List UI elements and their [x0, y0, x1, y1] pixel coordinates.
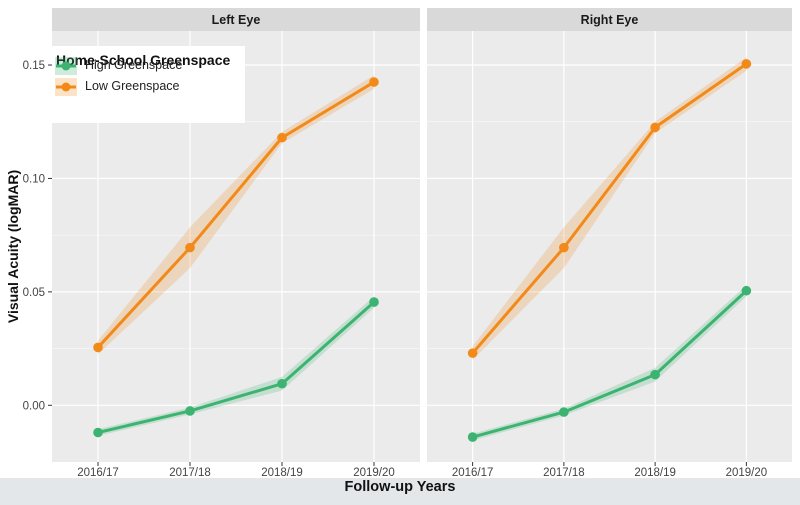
data-point: [650, 122, 660, 133]
panel-title: Right Eye: [581, 13, 639, 27]
y-axis-title: Visual Acuity (logMAR): [5, 170, 21, 323]
panel-0: Left Eye 2016/17 2017/18 2018/19 2019/20: [52, 8, 420, 479]
legend-label-low: Low Greenspace: [85, 78, 180, 93]
data-point: [369, 297, 379, 307]
x-tick-label: 2019/20: [353, 467, 395, 479]
x-tick-label: 2016/17: [77, 467, 119, 479]
data-point: [559, 242, 569, 253]
data-point: [467, 432, 478, 442]
y-tick-label: 0.15: [23, 60, 45, 72]
x-tick-label: 2017/18: [169, 467, 211, 479]
data-point: [741, 59, 752, 69]
legend-key-low-icon: [55, 77, 77, 96]
data-point: [277, 132, 287, 143]
legend-item-low: Low Greenspace: [52, 77, 242, 97]
data-point: [467, 348, 478, 358]
data-point: [559, 407, 569, 417]
x-tick-label: 2016/17: [452, 467, 494, 479]
data-point: [741, 285, 752, 296]
series-low-greenspace: [467, 57, 752, 360]
y-tick-label: 0.05: [23, 287, 45, 299]
x-title-band: [0, 478, 800, 505]
panel-1: Right Eye 2016/17 2017/18 2018/19 2019/20: [427, 8, 792, 479]
legend-item-high: High Greenspace: [52, 56, 242, 76]
data-point: [277, 378, 287, 389]
series-low-greenspace: [93, 75, 379, 355]
series-line: [471, 62, 748, 355]
y-tick-label: 0.10: [23, 173, 45, 185]
panel-title: Left Eye: [212, 13, 261, 27]
legend-label-high: High Greenspace: [85, 57, 183, 72]
series-high-greenspace: [93, 296, 379, 438]
panel-strip: [52, 8, 420, 31]
data-point: [185, 406, 195, 416]
data-point: [369, 77, 379, 87]
legend-key-high-icon: [55, 56, 77, 75]
y-tick-label: 0.00: [23, 400, 45, 412]
x-tick-label: 2019/20: [726, 467, 768, 479]
data-point: [93, 427, 103, 438]
x-tick-label: 2018/19: [261, 467, 303, 479]
series-line: [96, 80, 375, 349]
data-point: [93, 342, 103, 353]
legend-title: Home-School Greenspace: [56, 52, 231, 68]
legend: Home-School Greenspace High Greenspace L…: [52, 46, 245, 123]
panel-background: [427, 31, 792, 462]
x-tick-label: 2018/19: [634, 467, 676, 479]
confidence-ribbon: [472, 57, 747, 360]
data-point: [650, 369, 660, 380]
panel-strip: [427, 8, 792, 31]
series-line: [97, 300, 375, 434]
confidence-ribbon: [98, 75, 374, 355]
x-axis-title: Follow-up Years: [344, 479, 456, 495]
series-line: [472, 289, 748, 439]
series-high-greenspace: [467, 285, 752, 442]
x-tick-label: 2017/18: [543, 467, 585, 479]
data-point: [185, 242, 195, 253]
